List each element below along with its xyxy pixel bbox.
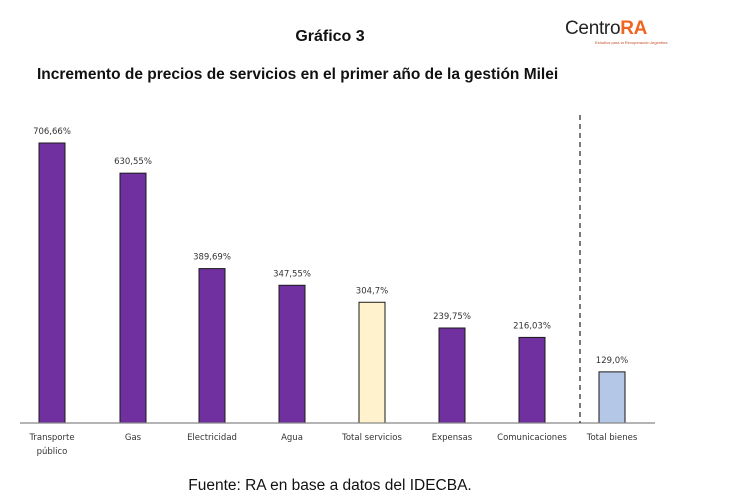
bar [198,268,226,424]
category-label: público [37,447,68,457]
bar [438,327,466,424]
category-label: Comunicaciones [497,433,567,443]
logo-text-accent: RA [620,18,648,39]
data-label: 630,55% [114,157,152,167]
category-label: Transporte [28,433,74,443]
bar [358,301,386,424]
category-label: Total bienes [586,433,638,443]
data-label: 129,0% [596,356,628,366]
data-label: 347,55% [273,269,311,279]
chart-number: Gráfico 3 [295,28,365,45]
bar [278,284,306,424]
bar [38,142,66,424]
logo-text: Centro [565,18,621,39]
category-label: Electricidad [187,433,237,443]
logo-tagline: Estudios para la Recuperación Argentina [595,40,668,45]
data-label: 389,69% [193,253,231,263]
category-label: Total servicios [341,433,402,443]
centro-ra-logo: CentroRA Estudios para la Recuperación A… [565,18,668,45]
data-label: 239,75% [433,312,471,322]
category-label: Expensas [432,433,473,443]
data-label: 706,66% [33,127,71,137]
category-label: Agua [281,433,303,443]
data-label: 216,03% [513,321,551,331]
source-note: Fuente: RA en base a datos del IDECBA. [188,477,472,494]
bar [518,336,546,424]
category-label: Gas [125,433,142,443]
chart-title: Incremento de precios de servicios en el… [37,66,559,83]
bar [598,371,626,424]
data-label: 304,7% [356,286,388,296]
bar [119,172,147,424]
